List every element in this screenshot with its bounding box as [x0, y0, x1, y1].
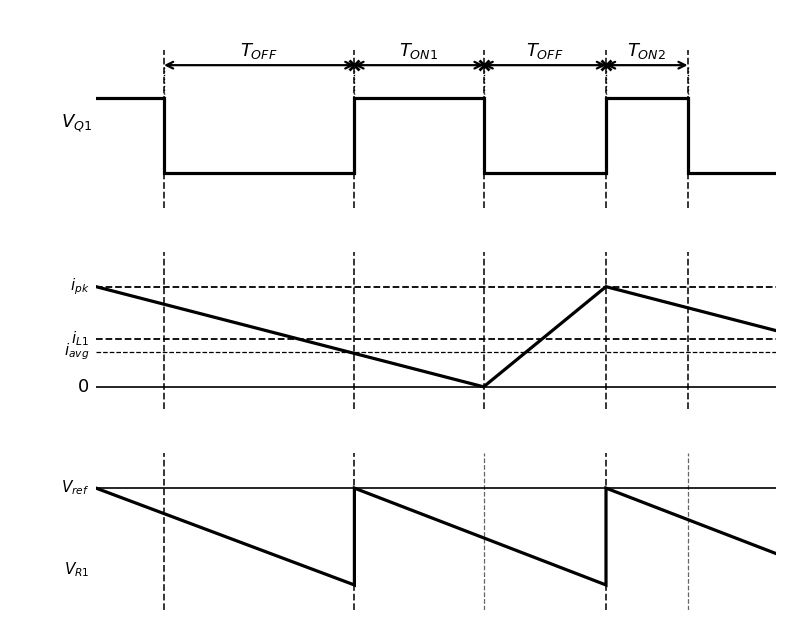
- Text: $0$: $0$: [77, 378, 90, 396]
- Text: $V_{Q1}$: $V_{Q1}$: [62, 112, 93, 133]
- Text: $T_{OFF}$: $T_{OFF}$: [526, 41, 563, 61]
- Text: $V_{ref}$: $V_{ref}$: [61, 479, 90, 498]
- Text: $T_{ON1}$: $T_{ON1}$: [399, 41, 438, 61]
- Text: $i_{L1}$: $i_{L1}$: [71, 330, 90, 348]
- Text: $i_{avg}$: $i_{avg}$: [64, 342, 90, 362]
- Text: $T_{ON2}$: $T_{ON2}$: [627, 41, 666, 61]
- Text: $V_{R1}$: $V_{R1}$: [64, 560, 90, 579]
- Text: $i_{pk}$: $i_{pk}$: [70, 276, 90, 297]
- Text: $T_{OFF}$: $T_{OFF}$: [241, 41, 278, 61]
